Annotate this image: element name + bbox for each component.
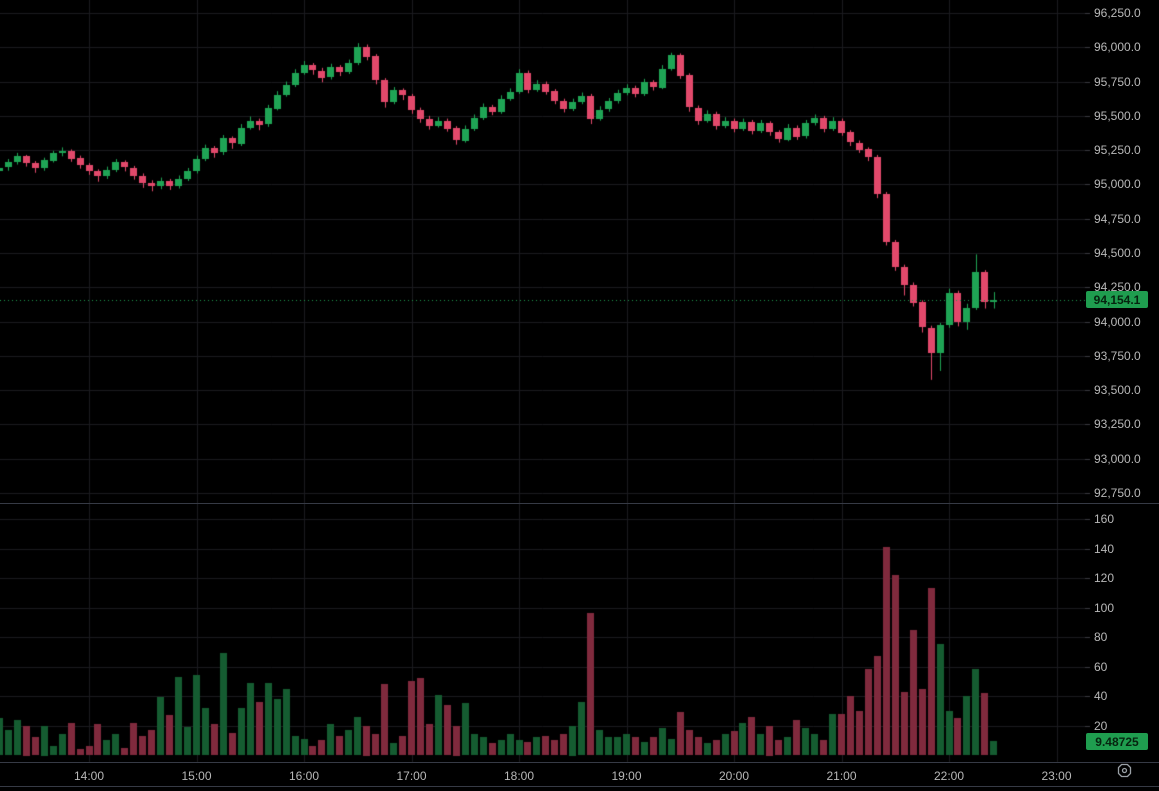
volume-axis[interactable]: 160 140 120 100 80 60 40 20 (1094, 0, 1159, 791)
time-axis-top-border (0, 762, 1159, 763)
pane-divider[interactable] (0, 503, 1159, 504)
time-axis-label: 16:00 (288, 769, 320, 783)
price-axis-label: 94,000.0 (1094, 314, 1141, 329)
time-axis-label: 15:00 (181, 769, 212, 783)
volume-axis-label: 140 (1094, 541, 1115, 556)
price-axis-label: 94,750.0 (1094, 211, 1141, 226)
time-axis-settings-octagon-dot-icon[interactable] (1116, 762, 1133, 779)
time-axis-label: 20:00 (718, 769, 750, 783)
volume-axis-label: 100 (1094, 600, 1115, 615)
price-axis-label: 95,500.0 (1094, 108, 1141, 123)
window-bottom-border (0, 786, 1159, 787)
time-axis-label: 14:00 (73, 769, 105, 783)
octagon-outline (1117, 763, 1132, 778)
price-axis-label: 94,500.0 (1094, 246, 1141, 260)
price-axis[interactable]: 96,250.0 96,000.0 95,750.0 95,500.0 95,250.0… (1094, 0, 1159, 791)
price-axis-label: 94,250.0 (1094, 280, 1141, 295)
last-volume-badge: 9.48725 (1086, 733, 1148, 750)
time-axis-label: 23:00 (1041, 769, 1072, 783)
price-axis-label: 93,000.0 (1094, 451, 1141, 466)
time-axis-label: 22:00 (933, 769, 965, 783)
volume-axis-label: 120 (1094, 571, 1115, 585)
time-axis-label: 21:00 (826, 769, 857, 783)
center-dot (1121, 767, 1128, 774)
last-price-badge: 94,154.1 (1086, 291, 1148, 309)
price-axis-label: 95,000.0 (1094, 177, 1141, 192)
time-axis[interactable]: 14:00 15:00 16:00 17:00 18:00 19:00 20:00 21:00… (0, 762, 1159, 787)
volume-axis-label: 60 (1094, 659, 1108, 674)
price-axis-label: 96,250.0 (1094, 6, 1141, 20)
price-axis-label: 93,500.0 (1094, 383, 1141, 398)
price-axis-label: 95,250.0 (1094, 143, 1141, 158)
price-axis-label: 95,750.0 (1094, 74, 1141, 89)
time-axis-label: 18:00 (503, 769, 535, 783)
price-axis-label: 96,000.0 (1094, 40, 1141, 55)
time-axis-label: 19:00 (611, 769, 642, 783)
volume-axis-label: 160 (1094, 512, 1115, 526)
volume-axis-label: 40 (1094, 689, 1108, 703)
price-axis-label: 93,250.0 (1094, 417, 1141, 432)
volume-axis-label: 20 (1094, 718, 1108, 733)
time-axis-label: 17:00 (396, 769, 427, 783)
price-axis-label: 93,750.0 (1094, 348, 1141, 363)
price-axis-label: 92,750.0 (1094, 486, 1141, 500)
volume-axis-label: 80 (1094, 630, 1108, 644)
